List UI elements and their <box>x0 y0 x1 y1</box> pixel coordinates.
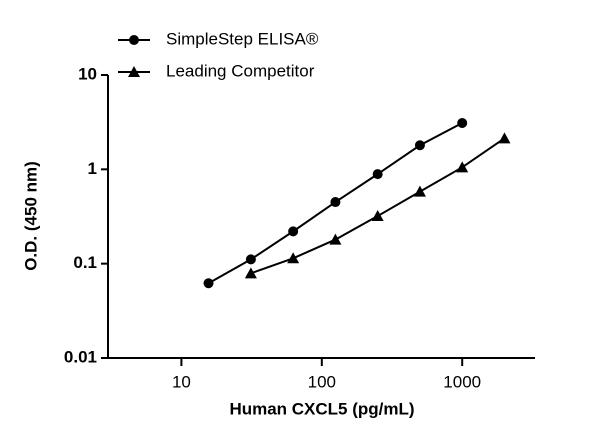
y-tick-label: 0.1 <box>73 253 97 272</box>
x-tick-label: 1000 <box>443 372 481 391</box>
legend-label: SimpleStep ELISA® <box>166 29 319 48</box>
y-tick-label: 0.01 <box>64 347 97 366</box>
y-tick-label: 10 <box>78 64 97 83</box>
marker <box>203 278 214 289</box>
marker <box>128 66 140 77</box>
marker <box>244 267 257 279</box>
x-tick-label: 10 <box>172 372 191 391</box>
marker <box>287 252 300 264</box>
marker <box>371 210 384 222</box>
series-line <box>250 137 506 275</box>
legend-label: Leading Competitor <box>166 61 315 80</box>
marker <box>329 233 342 245</box>
marker <box>288 226 299 237</box>
marker <box>372 169 383 180</box>
marker <box>414 140 425 151</box>
marker <box>456 161 469 173</box>
x-tick-label: 100 <box>308 372 336 391</box>
marker <box>330 197 341 208</box>
x-axis-label: Human CXCL5 (pg/mL) <box>229 399 414 418</box>
y-tick-label: 1 <box>88 159 97 178</box>
marker <box>413 185 426 197</box>
y-axis-label: O.D. (450 nm) <box>21 161 40 271</box>
marker <box>129 35 139 45</box>
marker <box>457 117 468 128</box>
marker <box>498 132 511 144</box>
marker <box>245 254 256 265</box>
